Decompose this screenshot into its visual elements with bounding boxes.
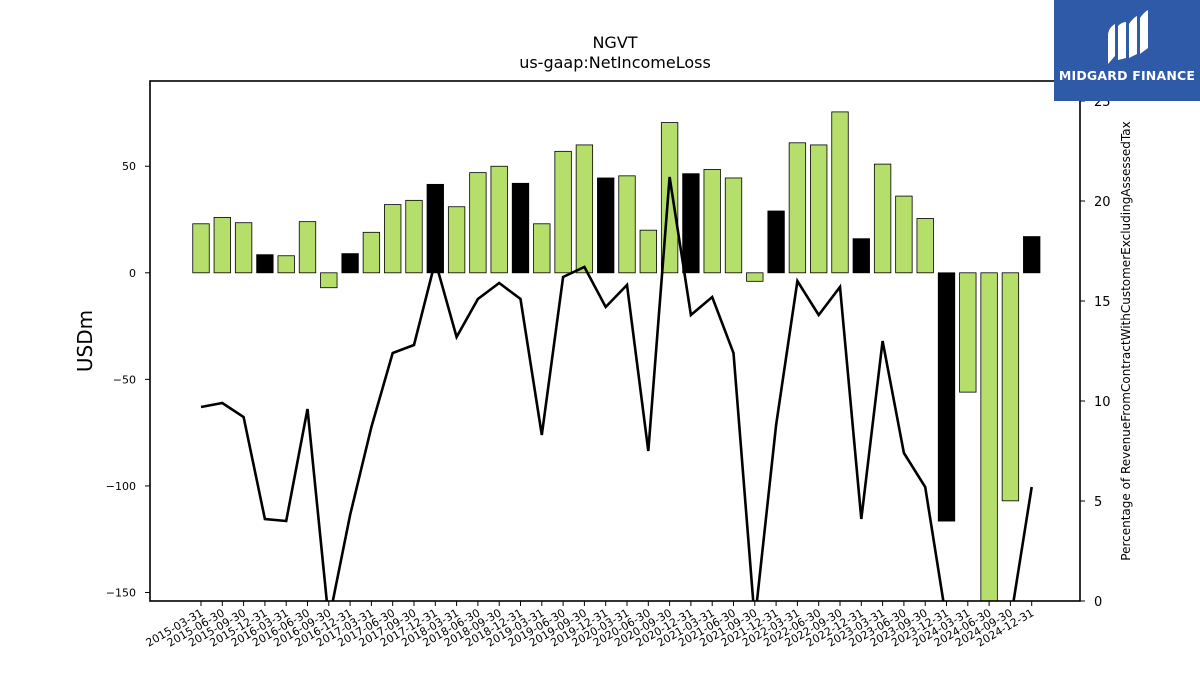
midgard-finance-logo: MIDGARD FINANCE bbox=[1054, 0, 1200, 101]
plot-area bbox=[192, 111, 1041, 601]
y-tick-label: 50 bbox=[122, 160, 136, 173]
bar-2022-06-30 bbox=[810, 144, 828, 274]
line-series bbox=[200, 176, 1033, 601]
logo-text: MIDGARD FINANCE bbox=[1058, 68, 1196, 83]
bar-2017-03-31 bbox=[362, 231, 381, 274]
bar-2018-03-31 bbox=[447, 206, 466, 274]
bar-2017-09-30 bbox=[405, 199, 423, 274]
bar-2016-03-31 bbox=[277, 255, 295, 274]
bar-2021-06-30 bbox=[724, 177, 743, 274]
midgard-logo-icon bbox=[1108, 10, 1148, 64]
bar-2021-09-30 bbox=[746, 272, 764, 282]
bar-2021-12-31 bbox=[767, 210, 785, 274]
bar-2024-12-31 bbox=[1023, 236, 1041, 274]
bar-2024-09-30 bbox=[1001, 272, 1020, 502]
bar-2019-06-30 bbox=[554, 150, 572, 274]
bar-2019-09-30 bbox=[575, 144, 594, 274]
chart-title: NGVT bbox=[592, 33, 638, 52]
y2-axis-label: Percentage of RevenueFromContractWithCus… bbox=[1119, 121, 1133, 560]
bar-2024-03-31 bbox=[959, 272, 977, 393]
bar-2021-03-31 bbox=[703, 169, 721, 274]
bar-2016-09-30 bbox=[320, 272, 338, 289]
y2-tick-label: 20 bbox=[1094, 195, 1111, 210]
y2-tick-label: 10 bbox=[1094, 395, 1111, 410]
bar-2023-06-30 bbox=[895, 195, 913, 274]
y2-tick-label: 5 bbox=[1094, 495, 1102, 510]
bar-2017-12-31 bbox=[426, 183, 444, 274]
y2-tick-label: 15 bbox=[1094, 295, 1111, 310]
bar-2015-12-31 bbox=[256, 254, 274, 274]
bar-2016-12-31 bbox=[341, 253, 359, 274]
bar-2018-06-30 bbox=[469, 172, 487, 274]
bar-2022-12-31 bbox=[852, 238, 870, 274]
bar-2015-06-30 bbox=[213, 216, 231, 274]
y-tick-label: 0 bbox=[129, 267, 136, 280]
bar-2023-03-31 bbox=[873, 163, 892, 274]
bar-2020-12-31 bbox=[682, 173, 700, 274]
bar-2023-12-31 bbox=[937, 272, 956, 522]
bar-2015-09-30 bbox=[234, 222, 253, 274]
y-tick-label: −150 bbox=[106, 586, 136, 599]
y-tick-label: −100 bbox=[106, 480, 136, 493]
bar-2020-06-30 bbox=[639, 229, 657, 274]
plot-frame bbox=[149, 80, 1081, 602]
bar-2020-03-31 bbox=[618, 175, 636, 274]
bar-2022-09-30 bbox=[831, 111, 849, 274]
bar-2024-06-30 bbox=[980, 272, 998, 601]
bar-2015-03-31 bbox=[192, 223, 210, 274]
y2-tick-label: 0 bbox=[1094, 595, 1102, 610]
bar-2018-09-30 bbox=[490, 165, 508, 274]
bar-2022-03-31 bbox=[788, 142, 807, 274]
bar-2017-06-30 bbox=[384, 204, 402, 274]
bar-2023-09-30 bbox=[916, 218, 934, 274]
chart-subtitle: us-gaap:NetIncomeLoss bbox=[519, 53, 711, 72]
y-tick-label: −50 bbox=[113, 373, 136, 386]
bar-2019-12-31 bbox=[597, 177, 615, 274]
bar-2019-03-31 bbox=[533, 223, 551, 274]
y-axis-label: USDm bbox=[73, 310, 97, 372]
bar-2016-06-30 bbox=[298, 221, 317, 274]
bar-2018-12-31 bbox=[511, 182, 530, 274]
